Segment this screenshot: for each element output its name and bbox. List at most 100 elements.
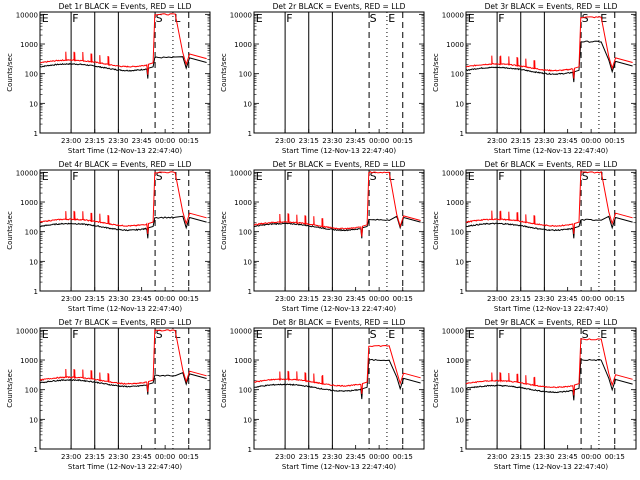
y-axis-label: Counts/sec	[432, 369, 440, 408]
y-tick-label: 10000	[230, 11, 252, 19]
series-line-events	[253, 358, 421, 400]
y-tick-label: 1000	[20, 357, 38, 365]
y-tick-label: 1000	[234, 199, 252, 207]
panel-title: Det 7r BLACK = Events, RED = LLD	[59, 318, 192, 327]
x-tick-label: 00:15	[393, 295, 413, 303]
x-tick-label: 23:15	[85, 295, 105, 303]
x-tick-label: 23:30	[534, 137, 554, 145]
y-tick-label: 10000	[230, 169, 252, 177]
series-line-events	[254, 215, 421, 239]
y-tick-label: 1	[460, 288, 464, 296]
y-tick-label: 100	[451, 71, 464, 79]
x-tick-label: 23:30	[108, 295, 128, 303]
event-marker-letter: E	[468, 12, 475, 25]
y-tick-label: 1	[34, 446, 38, 454]
x-tick-label: 23:30	[534, 295, 554, 303]
series-line-lld	[465, 16, 633, 79]
x-tick-label: 23:45	[558, 137, 578, 145]
x-axis-label: Start Time (12-Nov-13 22:47:40)	[494, 305, 608, 313]
x-tick-label: 23:00	[275, 137, 295, 145]
x-axis-label: Start Time (12-Nov-13 22:47:40)	[282, 305, 396, 313]
y-tick-label: 10	[243, 416, 252, 424]
event-marker-letter: F	[72, 328, 78, 341]
panel-7: Det 7r BLACK = Events, RED = LLD 1 10 100 10…	[6, 318, 211, 471]
event-marker-letter: E	[600, 12, 607, 25]
event-marker-letter: S	[156, 170, 163, 183]
series-line-events	[465, 358, 633, 401]
y-tick-label: 1000	[446, 357, 464, 365]
x-tick-label: 23:30	[322, 137, 342, 145]
x-tick-label: 23:45	[132, 137, 152, 145]
y-tick-label: 10	[29, 100, 38, 108]
x-tick-label: 23:45	[132, 295, 152, 303]
x-tick-label: 23:00	[275, 295, 295, 303]
x-tick-label: 23:30	[534, 453, 554, 461]
y-tick-label: 10	[455, 416, 464, 424]
y-tick-label: 100	[239, 71, 252, 79]
panel-title: Det 1r BLACK = Events, RED = LLD	[59, 2, 192, 11]
x-tick-label: 00:15	[605, 137, 625, 145]
event-marker-letter: E	[468, 328, 475, 341]
y-tick-label: 1000	[446, 199, 464, 207]
plot-frame	[39, 169, 211, 292]
x-tick-label: 23:15	[299, 137, 319, 145]
y-axis-label: Counts/sec	[220, 369, 228, 408]
y-tick-label: 100	[25, 229, 38, 237]
event-marker-letter: S	[582, 12, 589, 25]
panel-5: Det 5r BLACK = Events, RED = LLD 1 10 100 10…	[220, 160, 425, 313]
x-axis-label: Start Time (12-Nov-13 22:47:40)	[494, 463, 608, 471]
series-line-events	[39, 215, 207, 239]
x-tick-label: 23:30	[322, 453, 342, 461]
event-marker-letter: F	[72, 170, 78, 183]
panel-title: Det 2r BLACK = Events, RED = LLD	[273, 2, 406, 11]
event-marker-letter: S	[370, 170, 377, 183]
y-tick-label: 10	[455, 100, 464, 108]
event-marker-letter: E	[256, 328, 263, 341]
series-line-lld	[465, 171, 633, 234]
y-tick-label: 1000	[20, 199, 38, 207]
panel-title: Det 4r BLACK = Events, RED = LLD	[59, 160, 192, 169]
x-tick-label: 00:00	[369, 137, 389, 145]
x-tick-label: 23:15	[299, 453, 319, 461]
x-tick-label: 00:00	[581, 453, 601, 461]
y-tick-label: 10000	[230, 327, 252, 335]
y-tick-label: 10	[243, 258, 252, 266]
event-marker-letter: F	[286, 170, 292, 183]
x-axis-label: Start Time (12-Nov-13 22:47:40)	[68, 147, 182, 155]
x-tick-label: 00:15	[393, 137, 413, 145]
x-tick-label: 23:00	[487, 137, 507, 145]
x-tick-label: 23:45	[558, 295, 578, 303]
x-tick-label: 23:15	[85, 137, 105, 145]
x-tick-label: 00:15	[179, 295, 199, 303]
panel-6: Det 6r BLACK = Events, RED = LLD 1 10 100 10…	[432, 160, 637, 313]
event-marker-letter: L	[174, 328, 181, 341]
series-line-lld	[39, 329, 207, 392]
panel-8: Det 8r BLACK = Events, RED = LLD 1 10 100 10…	[220, 318, 425, 471]
event-marker-letter: L	[174, 170, 181, 183]
y-axis-label: Counts/sec	[432, 211, 440, 250]
series-line-events	[39, 56, 207, 79]
event-marker-letter: E	[600, 328, 607, 341]
event-marker-letter: F	[498, 328, 504, 341]
x-tick-label: 23:00	[61, 295, 81, 303]
x-axis-label: Start Time (12-Nov-13 22:47:40)	[494, 147, 608, 155]
panel-title: Det 8r BLACK = Events, RED = LLD	[273, 318, 406, 327]
series-line-lld	[39, 171, 207, 234]
y-axis-label: Counts/sec	[6, 53, 14, 92]
x-axis-label: Start Time (12-Nov-13 22:47:40)	[68, 305, 182, 313]
y-tick-label: 10000	[442, 11, 464, 19]
x-tick-label: 23:00	[275, 453, 295, 461]
x-tick-label: 23:00	[61, 453, 81, 461]
y-tick-label: 1	[248, 288, 252, 296]
event-marker-letter: E	[42, 12, 49, 25]
event-marker-letter: S	[370, 328, 377, 341]
y-tick-label: 100	[239, 229, 252, 237]
y-tick-label: 10000	[16, 327, 38, 335]
x-tick-label: 23:15	[511, 295, 531, 303]
y-tick-label: 1000	[234, 357, 252, 365]
plot-frame	[465, 169, 637, 292]
y-tick-label: 10	[29, 258, 38, 266]
plot-frame	[39, 11, 211, 134]
x-tick-label: 23:15	[511, 137, 531, 145]
